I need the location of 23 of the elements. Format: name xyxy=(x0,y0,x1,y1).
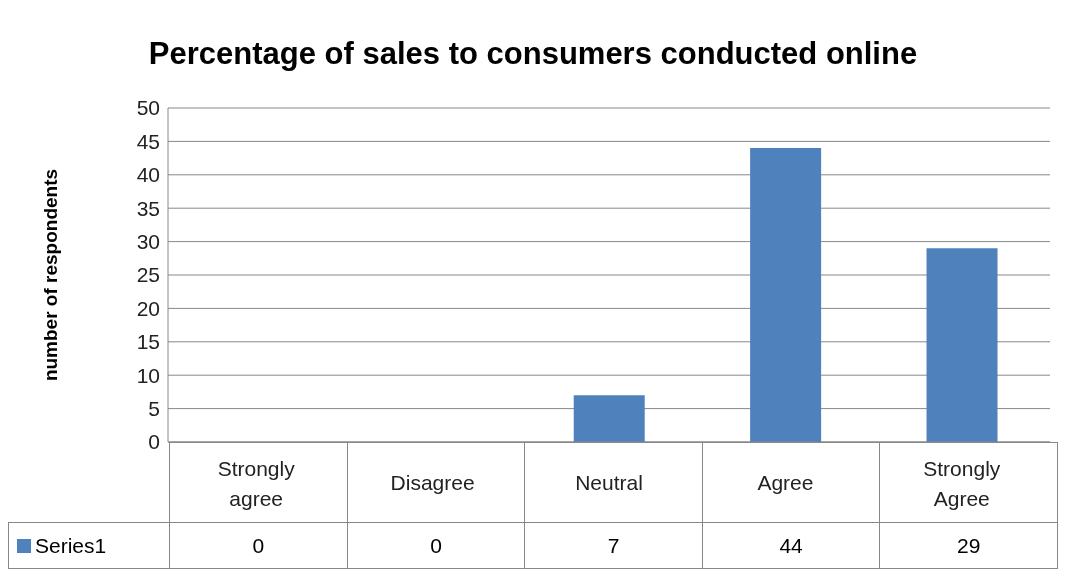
y-tick-label: 20 xyxy=(136,296,160,320)
y-tick-label: 15 xyxy=(136,330,160,354)
y-tick-label: 50 xyxy=(136,96,160,120)
y-tick-label: 35 xyxy=(136,196,160,220)
y-tick-label: 10 xyxy=(136,363,160,387)
y-axis-title: number of respondents xyxy=(39,168,61,382)
y-tick-label: 40 xyxy=(136,163,160,187)
x-tick-label: Strongly Agree xyxy=(923,457,1001,510)
data-label: 7 xyxy=(524,522,703,569)
y-tick-label: 45 xyxy=(136,129,160,153)
y-tick-label: 0 xyxy=(148,430,160,454)
x-tick-label: Disagree xyxy=(390,471,475,494)
y-tick-label: 5 xyxy=(148,397,160,421)
x-tick-label: Strongly agree xyxy=(217,457,296,510)
chart-title: Percentage of sales to consumers conducted online xyxy=(147,36,919,72)
legend-label: Series1 xyxy=(34,533,107,557)
x-tick-label: Neutral xyxy=(575,471,643,494)
data-label: 0 xyxy=(347,522,525,569)
data-label: 44 xyxy=(702,522,880,569)
data-label: 29 xyxy=(879,522,1058,569)
x-tick-label: Agree xyxy=(757,471,814,494)
y-tick-label: 25 xyxy=(136,263,160,287)
y-tick-label: 30 xyxy=(136,230,160,254)
